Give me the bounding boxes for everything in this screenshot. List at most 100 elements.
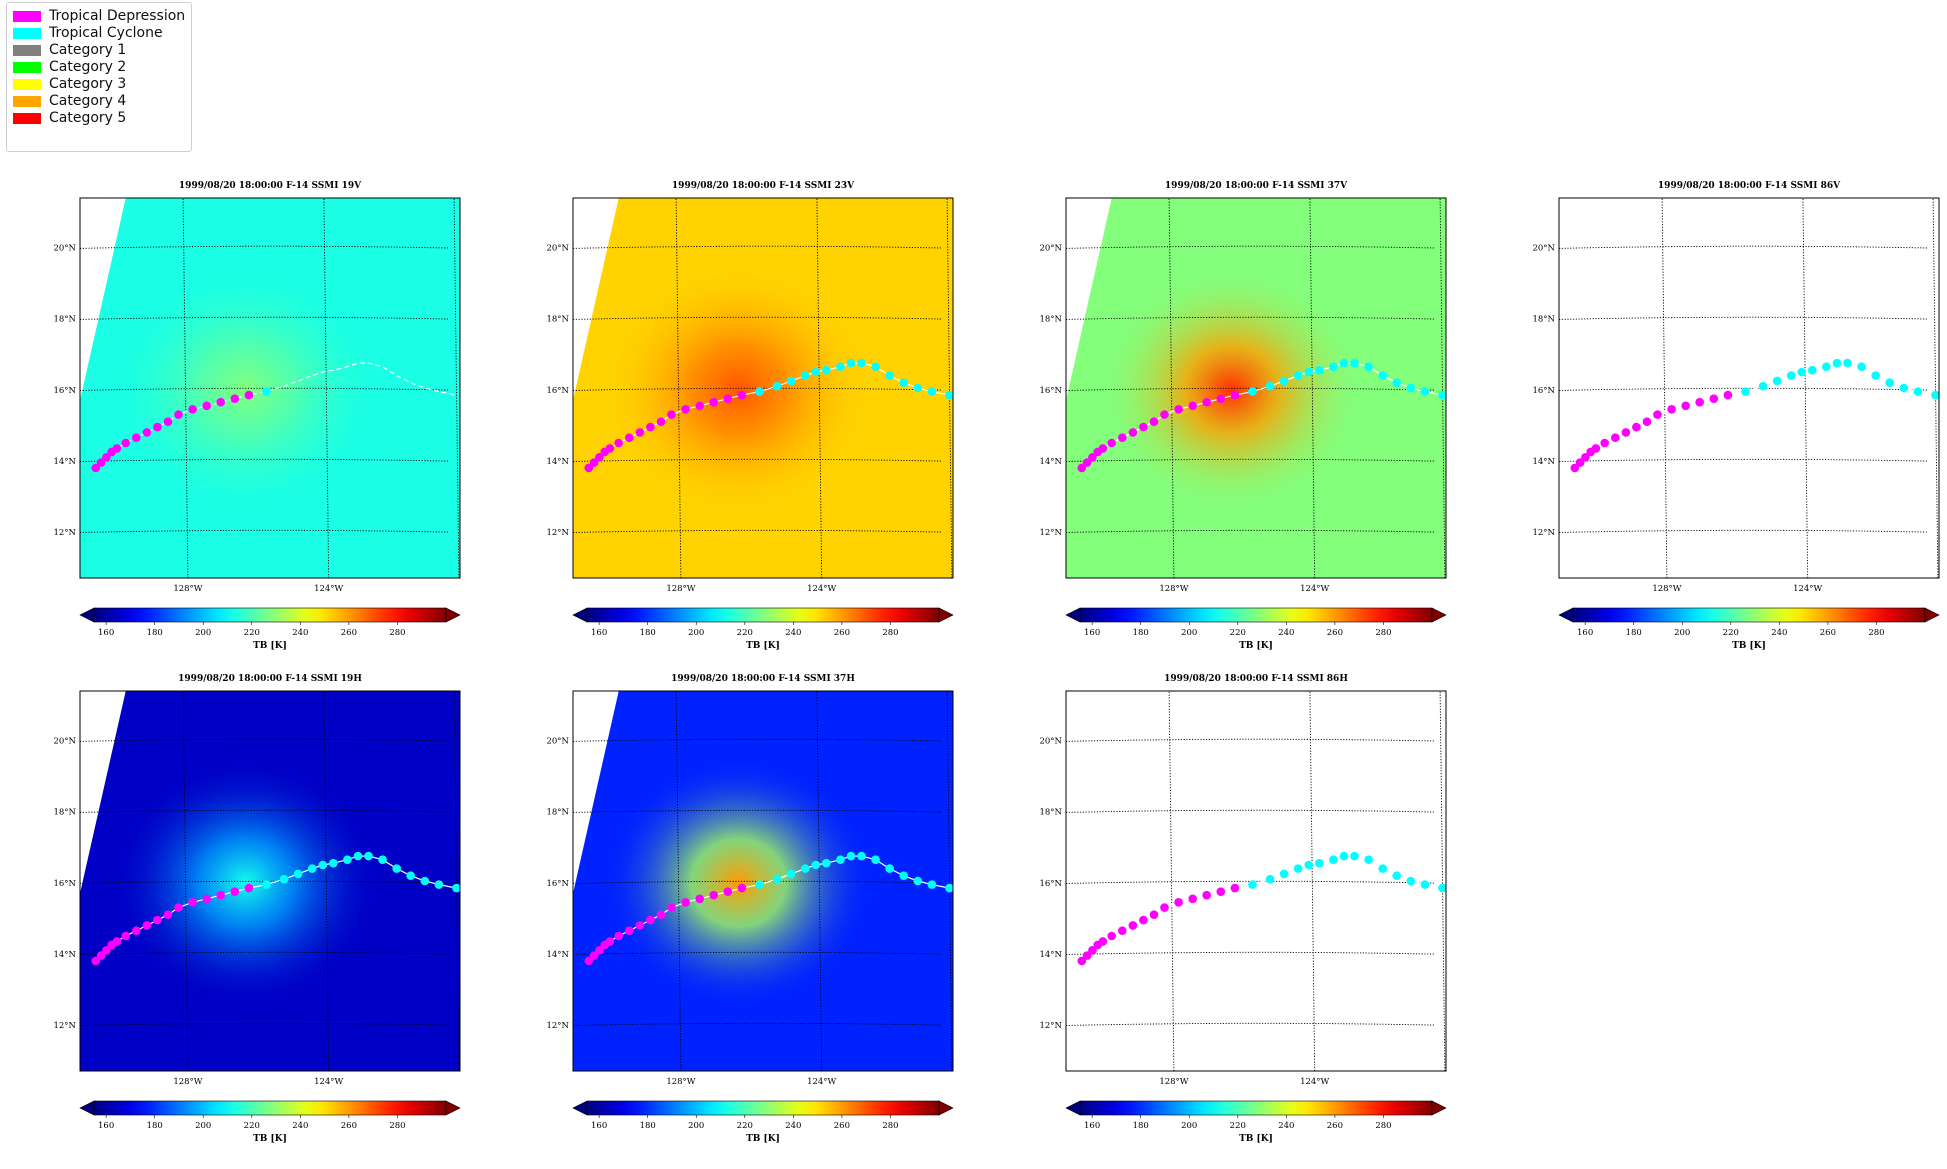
lon-tick-label: 128°W: [173, 584, 202, 594]
track-point-depression: [1149, 417, 1159, 426]
parallel-line: [573, 809, 943, 813]
colorbar-tick-label: 280: [882, 628, 898, 638]
colorbar-extend-low: [572, 607, 588, 623]
parallel-line: [1066, 880, 1436, 884]
panel-86h: 1999/08/20 18:00:00 F-14 SSMI 86H 12°N 14°…: [1026, 669, 1466, 1169]
track-point-cyclone: [836, 855, 845, 864]
track-point-depression: [646, 915, 655, 925]
track-point-depression: [163, 417, 173, 426]
parallel-line: [573, 1022, 943, 1026]
track-point-cyclone: [1350, 851, 1359, 861]
track-point-cyclone: [786, 376, 796, 386]
track-point-cyclone: [1406, 876, 1416, 886]
track-point-cyclone: [927, 387, 937, 396]
track-point-cyclone: [871, 855, 880, 864]
colorbar-tick-label: 160: [98, 1121, 114, 1131]
track-point-cyclone: [1758, 381, 1768, 391]
map-frame: [79, 690, 461, 1072]
swath-edge: [573, 198, 619, 401]
track-point-depression: [635, 428, 645, 437]
track-point-depression: [1088, 453, 1097, 462]
track-point-cyclone: [899, 871, 908, 880]
track-point-cyclone: [1899, 383, 1909, 393]
lat-tick-label: 18°N: [1039, 315, 1062, 325]
swath-edge: [1066, 198, 1112, 401]
map-frame: [1065, 197, 1447, 579]
track-point-cyclone: [1772, 376, 1782, 386]
track-point-depression: [1077, 463, 1087, 473]
track-point-cyclone: [885, 864, 894, 873]
colorbar-label: TB [K]: [1732, 641, 1766, 651]
panel-svg: 1999/08/20 18:00:00 F-14 SSMI 37V 12°N 14°…: [1039, 181, 1447, 651]
lat-tick-label: 16°N: [1039, 879, 1062, 889]
track-point-cyclone: [885, 371, 894, 380]
track-point-depression: [625, 433, 634, 443]
legend-swatch: [13, 10, 41, 22]
legend-label: Tropical Depression: [49, 8, 186, 24]
panel-title: 1999/08/20 18:00:00 F-14 SSMI 37H: [671, 674, 855, 684]
track-point-cyclone: [1339, 851, 1349, 861]
legend-label: Category 4: [49, 93, 127, 109]
lon-tick-label: 128°W: [1159, 1077, 1188, 1087]
lat-tick-label: 20°N: [1039, 244, 1062, 254]
lat-tick-label: 16°N: [1039, 386, 1062, 396]
colorbar-label: TB [K]: [1239, 641, 1273, 651]
colorbar-tick-label: 260: [341, 628, 357, 638]
colorbar-extend-high: [445, 607, 461, 623]
meridian-line: [1802, 198, 1809, 578]
track-point-depression: [656, 417, 666, 426]
track-point-depression: [614, 931, 623, 941]
panel-title: 1999/08/20 18:00:00 F-14 SSMI 19H: [178, 674, 362, 684]
track-point-depression: [132, 433, 141, 443]
track-point-depression: [1216, 887, 1226, 896]
colorbar-tick-label: 180: [640, 1121, 656, 1131]
track-point-depression: [91, 956, 101, 966]
panel-title: 1999/08/20 18:00:00 F-14 SSMI 37V: [1165, 181, 1348, 191]
lon-tick-label: 128°W: [1159, 584, 1188, 594]
track-point-depression: [142, 921, 152, 930]
track-point-depression: [1667, 405, 1676, 414]
swath-edge: [80, 691, 126, 894]
parallel-line: [573, 387, 943, 391]
colorbar-tick-label: 280: [1375, 1121, 1391, 1131]
parallel-line: [573, 951, 943, 955]
parallel-line: [80, 245, 450, 249]
lon-tick-label: 128°W: [666, 584, 695, 594]
colorbar-extend-low: [572, 1100, 588, 1116]
colorbar: [1572, 607, 1926, 623]
track-point-cyclone: [1329, 362, 1338, 371]
track-point-cyclone: [1279, 376, 1289, 386]
meridian-line: [946, 691, 953, 1071]
track-point-depression: [1082, 951, 1092, 960]
track-point-cyclone: [846, 851, 856, 861]
colorbar-tick-label: 160: [98, 628, 114, 638]
track-point-cyclone: [1304, 367, 1314, 377]
track-point-cyclone: [1265, 874, 1275, 884]
lat-tick-label: 16°N: [546, 879, 569, 889]
track-point-depression: [91, 463, 101, 473]
lat-tick-label: 14°N: [53, 950, 76, 960]
track-point-depression: [667, 410, 676, 419]
colorbar-tick-label: 260: [834, 628, 850, 638]
colorbar-label: TB [K]: [746, 641, 780, 651]
colorbar-tick-label: 200: [1181, 1121, 1197, 1131]
track-point-depression: [1695, 397, 1704, 407]
legend-item-tropical-cyclone: Tropical Cyclone: [13, 23, 163, 43]
panel-svg: 1999/08/20 18:00:00 F-14 SSMI 86V 12°N 14°…: [1532, 181, 1940, 651]
colorbar-extend-low: [79, 1100, 95, 1116]
panel-title: 1999/08/20 18:00:00 F-14 SSMI 23V: [672, 181, 855, 191]
legend-label: Category 1: [49, 42, 127, 58]
legend-label: Category 2: [49, 59, 127, 75]
colorbar-tick-label: 200: [688, 1121, 704, 1131]
track-point-depression: [723, 394, 733, 403]
track-point-depression: [121, 438, 130, 448]
track-point-depression: [1581, 453, 1590, 462]
track-point-depression: [605, 444, 615, 453]
track-point-cyclone: [1420, 880, 1430, 889]
colorbar-extend-low: [1558, 607, 1574, 623]
panel-19v: 1999/08/20 18:00:00 F-14 SSMI 19V 12°N 14°…: [40, 176, 480, 676]
parallel-line: [80, 809, 450, 813]
colorbar-extend-high: [1431, 1100, 1447, 1116]
track-point-depression: [102, 453, 111, 462]
colorbar-extend-high: [938, 607, 954, 623]
